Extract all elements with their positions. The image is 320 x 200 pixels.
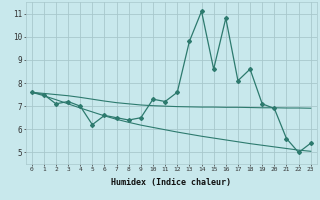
- X-axis label: Humidex (Indice chaleur): Humidex (Indice chaleur): [111, 178, 231, 187]
